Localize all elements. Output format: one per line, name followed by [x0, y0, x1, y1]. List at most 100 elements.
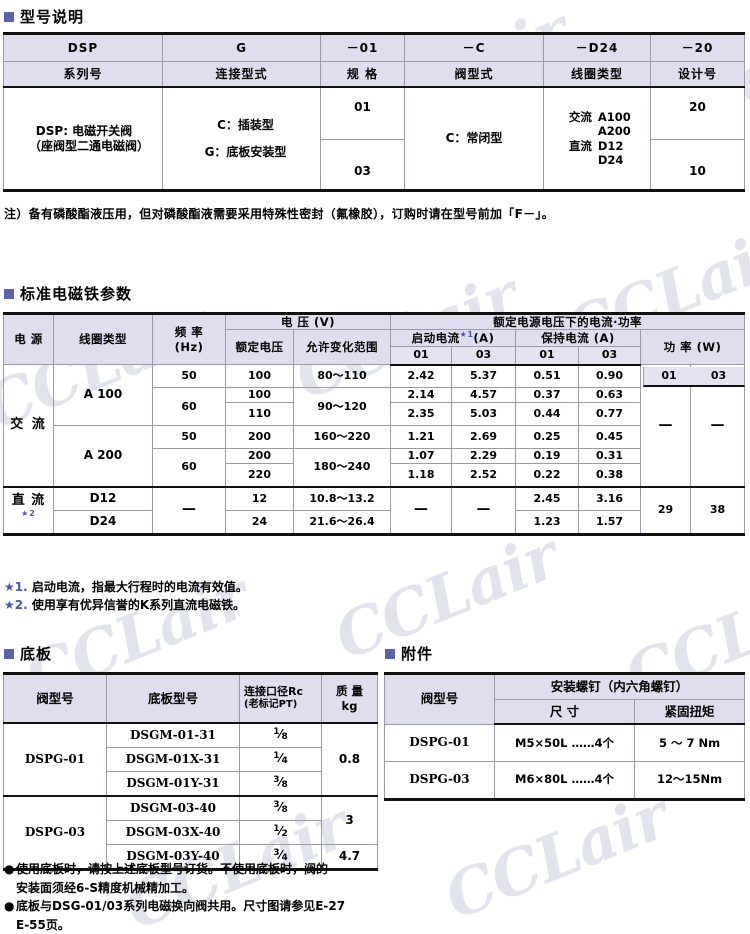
header-starting-current: 启动电流★1(A)	[390, 329, 517, 347]
rated-voltage: 200	[225, 424, 294, 449]
section-heading-baseplate: 底板	[4, 643, 52, 664]
frequency-60: 60	[152, 387, 226, 426]
bullet-square-icon	[4, 648, 14, 659]
table-row: 110 2.35 5.03 0.44 0.77	[4, 401, 745, 426]
port-size: 1⁄4	[239, 747, 322, 772]
table-row: 220 1.18 2.52 0.22 0.38	[4, 462, 745, 488]
fraction-denominator: 8	[281, 805, 288, 816]
bottom-note-item: ● 底板与DSG-01/03系列电磁换向阀共用。尺寸图请参见E-27	[4, 897, 404, 916]
fraction: 3⁄4	[273, 848, 288, 864]
power-source-dc: 直 流★2	[3, 485, 54, 536]
frequency-60: 60	[152, 447, 226, 488]
model-name-cell: 规 格	[320, 61, 405, 88]
header-rated-voltage: 额定电压	[225, 329, 294, 366]
valve-model-dspg01: DSPG-01	[3, 722, 107, 797]
connection-option-c: C：插装型	[217, 117, 274, 132]
table-row: DSPG-03 DSGM-03-40 3⁄8 3	[3, 795, 378, 871]
table-header-row-1: 电 源 线圈类型 频 率 (Hz) 电 压 (V) 额定电源电压下的电流·功率	[3, 311, 746, 366]
header-sub-01: 01	[390, 345, 453, 366]
size-option-03: 03	[320, 139, 405, 192]
holding-current-03: 0.38	[578, 462, 642, 488]
footnote-item: ★1. 启动电流，指最大行程时的电流有效值。	[4, 578, 248, 596]
header-sub-01: 01	[515, 345, 580, 366]
coil-type-a200: A 200	[53, 424, 153, 488]
holding-current-01: 1.23	[515, 509, 580, 536]
base-model: DSGM-01Y-31	[106, 771, 240, 797]
rated-voltage: 12	[225, 485, 294, 511]
table-row: 直 流★2 D12 — 12 10.8～13.2 — — 2.45 3.16 2…	[3, 485, 746, 536]
starting-current-03: 2.29	[451, 447, 517, 464]
footnote-item: ★2. 使用享有优异信誉的K系列直流电磁铁。	[4, 596, 248, 614]
table-row: DSGM-01Y-31 3⁄8	[4, 771, 378, 797]
rated-voltage: 200	[225, 447, 294, 464]
fraction-numerator: 3	[273, 775, 280, 786]
header-size: 尺 寸	[494, 699, 635, 725]
starting-current-03: —	[451, 485, 517, 536]
model-code-cell: －01	[320, 32, 405, 62]
fraction-numerator: 3	[273, 848, 280, 859]
coil-type-d24: D24	[53, 509, 153, 536]
starting-current-03: 5.03	[451, 401, 517, 426]
frequency-50: 50	[152, 424, 226, 449]
design-number-10: 10	[650, 139, 745, 192]
accessories-table: 阀型号 安装螺钉（内六角螺钉） 尺 寸 紧固扭矩 DSPG-01 M5×50L …	[384, 672, 746, 801]
connection-type-cell: C：插装型 G：底板安装型	[162, 86, 321, 192]
fraction-numerator: 1	[273, 727, 280, 738]
tightening-torque: 5 ～ 7 Nm	[633, 723, 746, 762]
size-option-01: 01	[320, 86, 405, 140]
header-base-model: 底板型号	[106, 672, 240, 724]
model-code-cell: －D24	[543, 32, 651, 62]
model-code-cell: －C	[404, 32, 544, 62]
valve-model: DSPG-01	[384, 723, 495, 762]
model-name-cell: 阀型式	[404, 61, 544, 88]
rated-voltage: 24	[225, 509, 294, 536]
mass-value: 4.7	[321, 844, 378, 871]
header-current-power-group: 额定电源电压下的电流·功率	[390, 311, 746, 331]
table-row-codes: DSP G －01 －C －D24 －20	[3, 32, 745, 62]
coil-dc-d12: D12	[597, 138, 624, 153]
screw-size: M5×50L ……4个	[494, 723, 635, 762]
table-row: DSGM-03X-40 1⁄2	[4, 820, 378, 845]
footnote-star-1: ★1	[459, 330, 474, 340]
footnote-text: 使用享有优异信誉的K系列直流电磁铁。	[31, 598, 246, 612]
fraction-numerator: 1	[273, 751, 280, 762]
allowable-range: 10.8～13.2	[292, 485, 392, 511]
bottom-note-line2: E-55页。	[16, 917, 70, 932]
screw-size: M6×80L ……4个	[494, 760, 635, 801]
port-size: 3⁄8	[239, 795, 322, 821]
allowable-range: 90～120	[292, 387, 392, 426]
power-dc-03: 38	[690, 485, 746, 536]
coil-dc-d24: D24	[597, 152, 624, 167]
section-title: 型号说明	[20, 8, 85, 26]
table-row-names: 系列号 连接型式 规 格 阀型式 线圈类型 设计号	[3, 61, 745, 88]
watermark-text: CCLair	[324, 519, 568, 674]
table-header-row-2: 额定电压 允许变化范围 启动电流★1(A) 保持电流 (A) 功 率 (W)	[4, 329, 746, 366]
bottom-note-line1: 使用底板时，请按上述底板型号订货。不使用底板时，阀的	[16, 862, 329, 876]
fraction-denominator: 4	[281, 853, 288, 864]
header-mass-line1: 质 量	[335, 684, 363, 699]
starting-current-03: 2.52	[451, 462, 517, 488]
header-voltage-group: 电 压 (V)	[224, 311, 392, 331]
starting-current-01: 1.18	[390, 462, 453, 488]
bullet-dot-icon: ●	[4, 899, 15, 914]
coil-ac-label: 交流	[568, 109, 592, 124]
header-power-sub-01: 01	[643, 367, 695, 387]
starting-current-01: 2.35	[390, 401, 453, 426]
header-port-size: 连接口径Rc (老标记PT)	[239, 672, 322, 724]
coil-type-d12: D12	[53, 485, 153, 511]
holding-current-01: 0.25	[515, 424, 580, 449]
bottom-note-line2: 安装面须经6-S精度机械精加工。	[16, 880, 194, 895]
header-starting-current-unit: (A)	[473, 331, 495, 346]
header-frequency: 频 率 (Hz)	[152, 311, 226, 366]
table-row: DSPG-03 M6×80L ……4个 12～15Nm	[384, 760, 746, 801]
holding-current-03: 1.57	[578, 509, 642, 536]
starting-current-01: 2.42	[390, 364, 453, 389]
holding-current-01: 0.22	[515, 462, 580, 488]
bullet-square-icon	[385, 648, 395, 659]
base-model: DSGM-01X-31	[106, 747, 240, 772]
coil-type-a100: A 100	[53, 364, 153, 426]
solenoid-footnotes: ★1. 启动电流，指最大行程时的电流有效值。 ★2. 使用享有优异信誉的K系列直…	[4, 578, 248, 614]
header-power-w: 功 率 (W)	[640, 329, 746, 366]
model-name-cell: 设计号	[650, 61, 745, 88]
model-code-table: DSP G －01 －C －D24 －20 系列号 连接型式 规 格 阀型式 线…	[3, 32, 745, 192]
